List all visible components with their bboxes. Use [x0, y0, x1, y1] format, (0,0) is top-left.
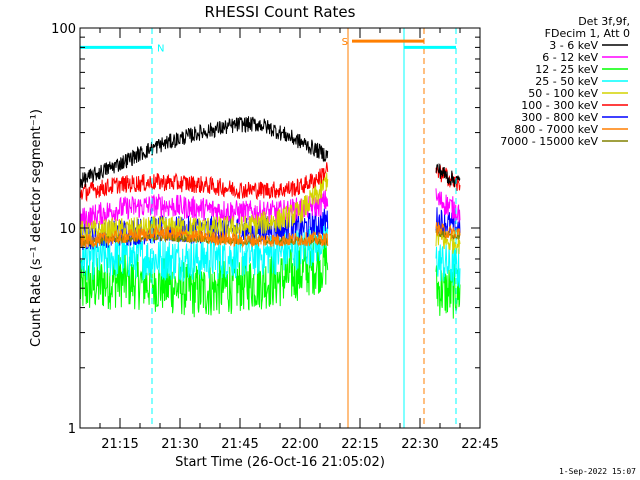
series-line-100-300-kev [79, 162, 329, 203]
legend-label-800-7000-kev: 800 - 7000 keV [514, 123, 598, 136]
series-line-800-7000-kev [79, 224, 329, 249]
legend-label-12-25-kev: 12 - 25 keV [535, 63, 598, 76]
axes: 1 10 100 21:15 21:30 21:45 22:00 22:15 22:30 22:4… [51, 22, 499, 452]
x-tick-label-2215: 22:15 [341, 437, 378, 452]
legend-label-25-50-kev: 25 - 50 keV [535, 75, 598, 88]
y-axis-label: Count Rate (s⁻¹ detector segment⁻¹) [29, 109, 44, 347]
legend-label-300-800-kev: 300 - 800 keV [521, 111, 598, 124]
y-tick-label-100: 100 [51, 22, 76, 37]
legend-label-7000-15000-kev: 7000 - 15000 keV [500, 135, 598, 148]
legend-label-50-100-kev: 50 - 100 keV [528, 87, 598, 100]
legend-header-2: FDecim 1, Att 0 [545, 27, 630, 40]
chart-title: RHESSI Count Rates [205, 3, 356, 21]
legend-label-100-300-kev: 100 - 300 keV [521, 99, 598, 112]
x-tick-label-2245: 22:45 [461, 437, 498, 452]
flag-label-s: S [342, 37, 348, 48]
series-line-3-6-kev [79, 116, 329, 189]
x-tick-label-2130: 21:30 [161, 437, 198, 452]
x-tick-label-2230: 22:30 [401, 437, 438, 452]
series-line-50-100-kev [79, 172, 329, 244]
x-tick-label-2200: 22:00 [281, 437, 318, 452]
legend-header-1: Det 3f,9f, [578, 15, 630, 28]
y-tick-label-1: 1 [68, 422, 76, 437]
legend-label-3-6-kev: 3 - 6 keV [549, 39, 598, 52]
series-line-6-12-kev [79, 189, 329, 230]
x-axis-label: Start Time (26-Oct-16 21:05:02) [175, 455, 385, 470]
series-line-12-25-kev [79, 235, 329, 318]
legend-label-6-12-kev: 6 - 12 keV [542, 51, 598, 64]
y-tick-label-10: 10 [59, 222, 76, 237]
series-line-25-50-kev [79, 217, 329, 283]
timestamp: 1-Sep-2022 15:07 [559, 467, 636, 476]
flag-label-n: N [157, 43, 164, 54]
plot-area: NS [79, 28, 461, 428]
x-tick-label-2115: 21:15 [101, 437, 138, 452]
x-tick-label-2145: 21:45 [221, 437, 258, 452]
